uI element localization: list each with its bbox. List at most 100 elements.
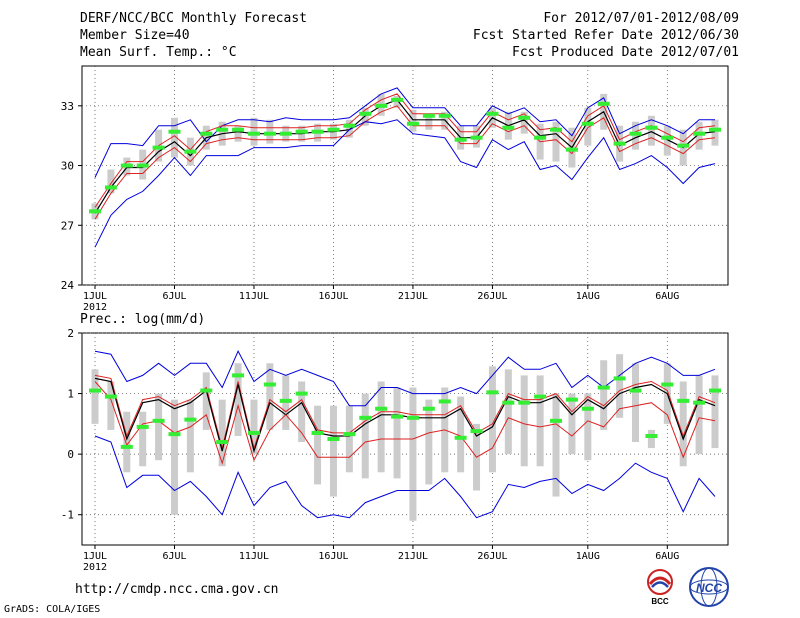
- panel2-spread-bar: [250, 399, 258, 455]
- panel1-observed-mark: [470, 135, 483, 140]
- panel1-year-label: 2012: [83, 302, 107, 313]
- panel1-observed-mark: [613, 141, 626, 146]
- panel2-upper-line: [94, 374, 716, 450]
- panel2-observed-mark: [120, 444, 133, 449]
- panel2-spread-bar: [488, 366, 496, 473]
- panel1-observed-mark: [709, 127, 721, 132]
- panel2-min-line: [94, 435, 716, 519]
- source-url[interactable]: http://cmdp.ncc.cma.gov.cn: [75, 582, 279, 597]
- variable-label: Mean Surf. Temp.: °C: [80, 45, 237, 60]
- panel2-spread-bar: [520, 375, 528, 467]
- panel2-max-line: [94, 350, 716, 407]
- panel2-x-tick-label: 1JUL: [83, 551, 107, 562]
- panel1-spread-bar: [425, 113, 433, 130]
- panel2-observed-mark: [534, 394, 547, 399]
- panel2-observed-mark: [422, 406, 435, 411]
- produced-date: Fcst Produced Date 2012/07/01: [512, 45, 739, 60]
- panel2-observed-mark: [295, 391, 308, 396]
- panel2-spread-bar: [679, 381, 687, 467]
- ncc-logo: NCC: [689, 567, 729, 607]
- panel2-frame: [81, 332, 729, 546]
- panel2-observed-mark: [327, 437, 340, 441]
- panel1-spread-bar: [584, 107, 592, 146]
- panel1-observed-mark: [422, 113, 435, 118]
- panel2-observed-mark: [104, 394, 117, 399]
- panel2-spread-bar: [202, 372, 210, 430]
- panel1-observed-mark: [629, 131, 642, 136]
- header-left: DERF/NCC/BCC Monthly Forecast Member Size…: [80, 10, 307, 61]
- panel1-x-tick-label: 1AUG: [576, 291, 600, 302]
- panel1-x-tick-label: 6JUL: [162, 291, 186, 302]
- panel2-observed-mark: [709, 388, 721, 393]
- panel2-spread-bar: [711, 375, 719, 449]
- bcc-logo-text: BCC: [651, 597, 669, 606]
- panel2-observed-mark: [693, 400, 706, 405]
- panel2-x-tick-label: 11JUL: [239, 551, 269, 562]
- panel1-upper-line: [94, 93, 716, 208]
- panel1-observed-mark: [120, 163, 133, 168]
- panel2-spread-bar: [298, 381, 306, 443]
- panel2-y-tick-label: 0: [67, 448, 74, 461]
- panel1-observed-mark: [550, 127, 563, 132]
- panel2-spread-bar: [568, 393, 576, 455]
- panel1-observed-mark: [597, 101, 610, 106]
- panel1-observed-mark: [486, 111, 499, 116]
- panel1-observed-mark: [247, 131, 260, 136]
- panel2-spread-bar: [218, 399, 226, 467]
- panel1-observed-mark: [406, 121, 419, 126]
- panel1-spread-bar: [234, 125, 242, 142]
- panel2-spread-bar: [266, 363, 274, 430]
- panel1-spread-bar: [409, 109, 417, 132]
- panel2-observed-mark: [613, 376, 626, 381]
- panel1-observed-mark: [327, 127, 340, 132]
- panel1-mean-line: [94, 99, 716, 214]
- panel1-lower-line: [94, 105, 716, 220]
- panel2-spread-bar: [123, 411, 131, 473]
- panel1-observed-mark: [502, 125, 515, 130]
- panel2-observed-mark: [581, 406, 594, 411]
- panel2-observed-mark: [677, 398, 690, 403]
- precip-title: Prec.: log(mm/d): [80, 312, 205, 327]
- panel2-spread-bar: [409, 387, 417, 521]
- panel1-observed-mark: [677, 143, 690, 148]
- panel2-observed-mark: [184, 417, 197, 422]
- panel2-observed-mark: [168, 432, 181, 437]
- panel1-min-line: [94, 119, 716, 248]
- panel2-spread-bar: [314, 405, 322, 485]
- panel1-observed-mark: [200, 131, 213, 136]
- panel1-x-tick-label: 16JUL: [318, 291, 348, 302]
- member-size: Member Size=40: [80, 28, 190, 43]
- panel2-spread-bar: [616, 354, 624, 418]
- panel2-observed-mark: [629, 388, 642, 393]
- panel2-spread-bar: [155, 393, 163, 461]
- panel1-y-tick-label: 27: [61, 219, 74, 232]
- panel2-lower-line: [94, 381, 716, 465]
- forecast-period: For 2012/07/01-2012/08/09: [543, 11, 739, 26]
- panel1-frame: [81, 65, 729, 286]
- forecast-title: DERF/NCC/BCC Monthly Forecast: [80, 11, 307, 26]
- panel1-observed-mark: [375, 103, 388, 108]
- panel2-spread-bar: [139, 411, 147, 467]
- header-right: For 2012/07/01-2012/08/09 Fcst Started Re…: [473, 10, 739, 61]
- panel2-spread-bar: [393, 387, 401, 479]
- panel1-observed-mark: [581, 121, 594, 126]
- panel2-observed-mark: [391, 414, 404, 419]
- panel2-observed-mark: [565, 397, 578, 402]
- panel2-observed-mark: [406, 415, 419, 420]
- panel1-observed-mark: [565, 147, 578, 152]
- panel2-spread-bar: [345, 405, 353, 473]
- panel2-observed-mark: [454, 435, 467, 440]
- panel2-observed-mark: [518, 400, 531, 405]
- panel2-spread-bar: [425, 399, 433, 485]
- panel1-x-tick-label: 21JUL: [398, 291, 428, 302]
- start-date: Fcst Started Refer Date 2012/06/30: [472, 28, 739, 43]
- panel1-observed-mark: [263, 131, 276, 136]
- panel2-observed-mark: [550, 418, 563, 423]
- panel2-x-tick-label: 21JUL: [398, 551, 428, 562]
- panel2-observed-mark: [645, 433, 658, 438]
- panel1-y-tick-label: 33: [61, 100, 74, 113]
- panel2-year-label: 2012: [83, 562, 107, 573]
- panel2-observed-mark: [438, 399, 451, 404]
- panel2-observed-mark: [216, 440, 229, 445]
